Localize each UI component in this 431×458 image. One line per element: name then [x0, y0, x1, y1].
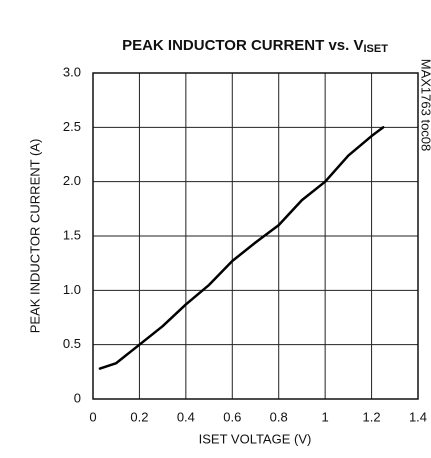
- x-tick-label: 0: [89, 409, 96, 424]
- plot-frame: [92, 72, 419, 400]
- y-tick-label: 3.0: [63, 64, 81, 79]
- chart-title: PEAK INDUCTOR CURRENT vs. VISET: [122, 37, 388, 55]
- x-tick-label: 1: [322, 409, 329, 424]
- x-tick-label: 1.4: [409, 409, 427, 424]
- y-axis-label: PEAK INDUCTOR CURRENT (A): [27, 139, 42, 334]
- y-tick-label: 1.0: [63, 282, 81, 297]
- x-tick-label: 0.2: [130, 409, 148, 424]
- annotation: MAX1763 toc08: [419, 59, 431, 152]
- y-tick-label: 1.5: [63, 227, 81, 242]
- title-subscript: ISET: [363, 43, 388, 55]
- y-tick-label: 0.5: [63, 336, 81, 351]
- line-series: [98, 126, 385, 370]
- x-tick-label: 0.8: [270, 409, 288, 424]
- title-main: PEAK INDUCTOR CURRENT vs. V: [122, 37, 363, 54]
- x-tick-label: 0.6: [223, 409, 241, 424]
- x-tick-label: 0.4: [177, 409, 195, 424]
- y-tick-label: 0: [74, 390, 81, 405]
- y-tick-label: 2.0: [63, 173, 81, 188]
- x-axis-label: ISET VOLTAGE (V): [199, 431, 312, 446]
- y-tick-label: 2.5: [63, 119, 81, 134]
- x-tick-label: 1.2: [363, 409, 381, 424]
